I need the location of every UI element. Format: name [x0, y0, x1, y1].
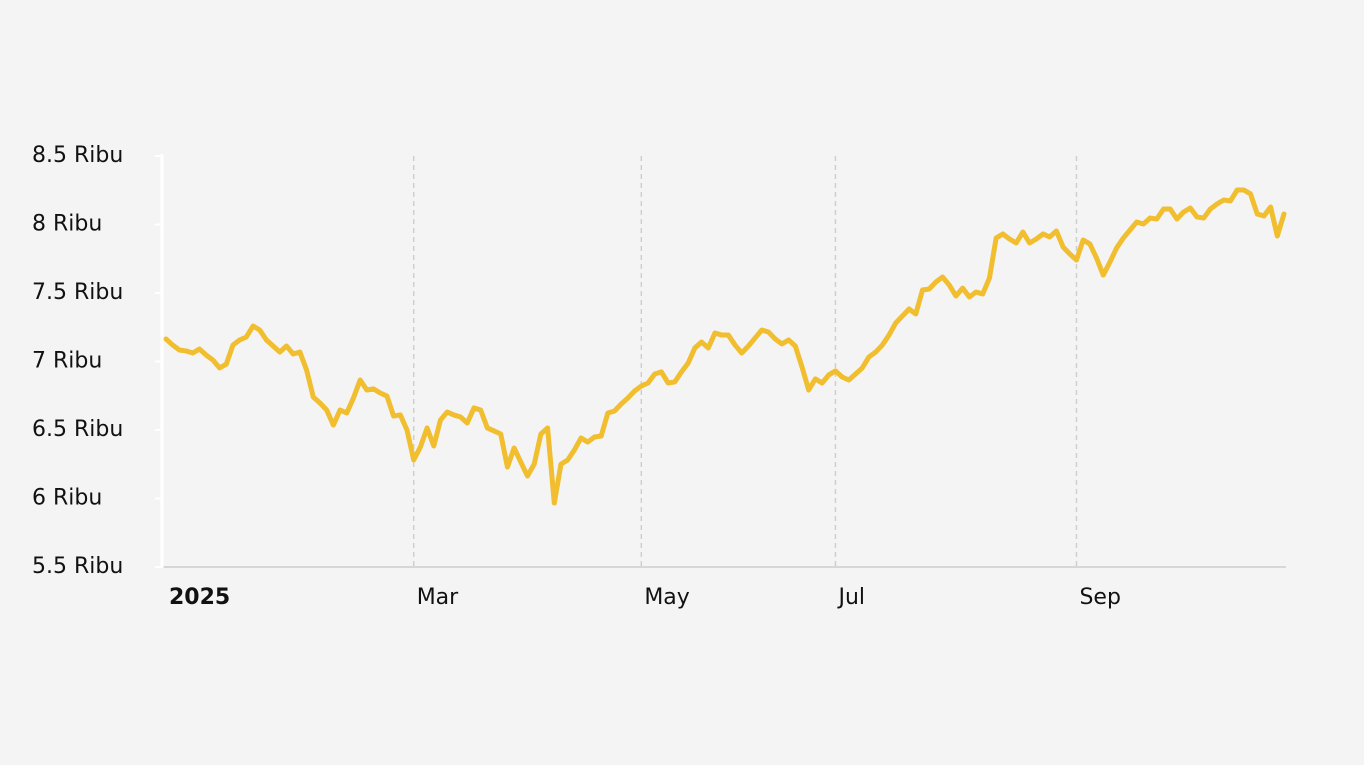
- y-tick-label: 8 Ribu: [32, 212, 102, 237]
- y-tick-label: 7.5 Ribu: [32, 280, 123, 305]
- line: [163, 187, 1287, 506]
- x-tick-label: 2025: [169, 585, 230, 610]
- y-tick-label: 6 Ribu: [32, 486, 102, 511]
- y-tick-label: 6.5 Ribu: [32, 417, 123, 442]
- x-tick-label: Jul: [836, 585, 865, 610]
- x-tick-label: Sep: [1079, 585, 1120, 610]
- y-tick-label: 8.5 Ribu: [32, 143, 123, 168]
- y-tick-label: 5.5 Ribu: [32, 554, 123, 579]
- x-tick-label: Mar: [417, 585, 459, 610]
- x-tick-label: May: [644, 585, 689, 610]
- y-tick-label: 7 Ribu: [32, 349, 102, 374]
